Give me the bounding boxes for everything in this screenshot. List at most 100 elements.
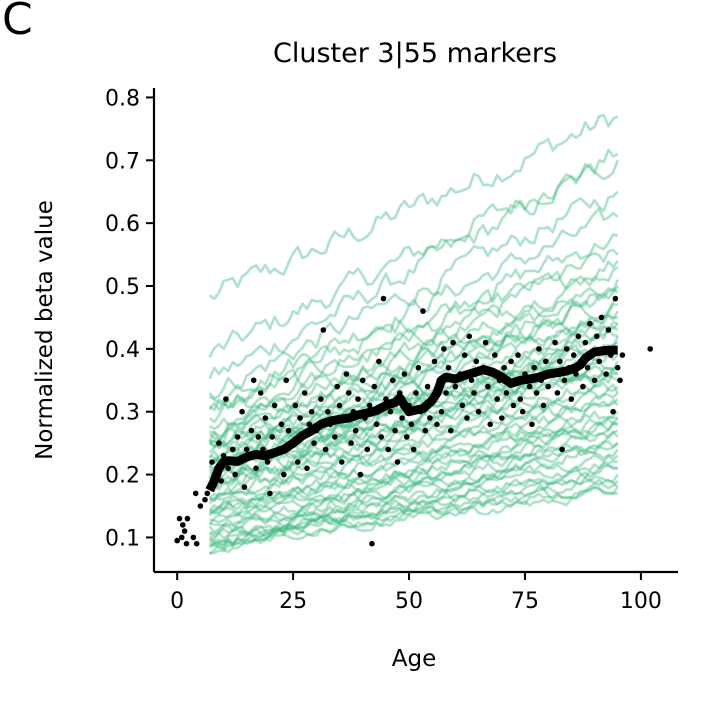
data-point [318,396,324,402]
data-point [427,415,433,421]
data-point [334,383,341,390]
marker-lines-layer [208,113,619,555]
data-point [575,333,582,340]
data-point [223,396,229,402]
data-point [278,421,285,428]
data-point [301,390,308,396]
data-point [262,415,269,421]
data-point [503,390,510,396]
data-point [357,471,364,478]
marker-line [208,478,619,544]
data-point [410,446,417,453]
data-point [482,339,489,346]
data-point [471,390,477,396]
data-point [494,396,501,402]
marker-line [208,415,618,550]
data-point [401,371,408,377]
data-point [515,352,521,358]
data-point [399,415,405,421]
data-point [306,421,313,428]
marker-line [209,374,619,491]
marker-line [208,148,619,358]
data-point [441,346,447,352]
chart-title: Cluster 3|55 markers [273,38,557,69]
axes-layer: 0 25 50 75 100 0.1 0.2 0.3 0.4 0.5 0.6 0.7 0.8 [105,86,678,614]
x-tick-label: 50 [395,589,423,614]
data-point [431,358,438,365]
y-tick-label: 0.1 [105,526,140,551]
data-point [510,402,517,409]
data-point [364,446,371,453]
data-point [376,358,382,365]
marker-line [209,391,619,555]
data-point [304,465,310,472]
data-point [192,490,199,497]
data-point [540,402,547,409]
data-point [582,339,589,346]
y-tick-label: 0.2 [105,464,140,489]
marker-line [209,287,619,438]
y-tick-label: 0.6 [105,212,140,237]
data-point [369,540,375,547]
x-tick-label: 100 [620,589,662,614]
data-point [434,421,440,428]
data-point [343,371,350,377]
marker-line [208,344,619,469]
data-point [336,402,343,409]
data-point [526,383,533,390]
data-point [461,352,468,358]
data-point [459,402,466,409]
data-point [193,540,200,547]
x-axis-label: Age [392,646,436,672]
marker-line [209,422,618,514]
data-point [452,383,459,390]
data-point [267,490,273,497]
y-tick-label: 0.8 [105,86,140,111]
data-point [269,434,276,440]
data-point [420,308,426,314]
marker-line [209,453,619,528]
marker-line [208,398,619,499]
data-point [450,339,456,346]
marker-line [208,279,619,442]
data-point [517,396,524,402]
marker-line [208,260,619,424]
data-point [561,377,568,384]
data-point [468,377,475,384]
data-point [232,471,238,478]
y-tick-label: 0.4 [105,338,140,363]
data-point [339,459,345,465]
marker-line [209,485,619,547]
data-point [473,358,480,365]
panel-label: C [2,0,33,45]
data-point [508,358,514,365]
data-point [190,534,197,541]
data-point [475,408,482,415]
marker-line [208,429,619,517]
marker-line [208,447,619,525]
data-point [180,522,186,528]
data-point [519,408,526,415]
data-point [218,478,224,484]
marker-line [208,285,619,444]
data-point [248,427,255,434]
data-point [385,446,392,453]
data-point [179,534,185,541]
data-point [587,320,593,327]
data-point [403,434,410,440]
marker-line [208,233,619,412]
data-point [234,434,241,440]
y-tick-label: 0.5 [105,275,140,300]
data-point [557,358,563,365]
data-point [501,364,507,371]
data-point [545,383,551,390]
data-point [584,364,591,371]
marker-line [208,190,619,400]
data-point [492,352,498,358]
data-point [250,377,257,384]
marker-line [208,440,619,555]
marker-line [208,478,619,540]
data-point [183,540,190,547]
data-point [594,333,600,340]
x-tick-label: 25 [279,589,307,614]
